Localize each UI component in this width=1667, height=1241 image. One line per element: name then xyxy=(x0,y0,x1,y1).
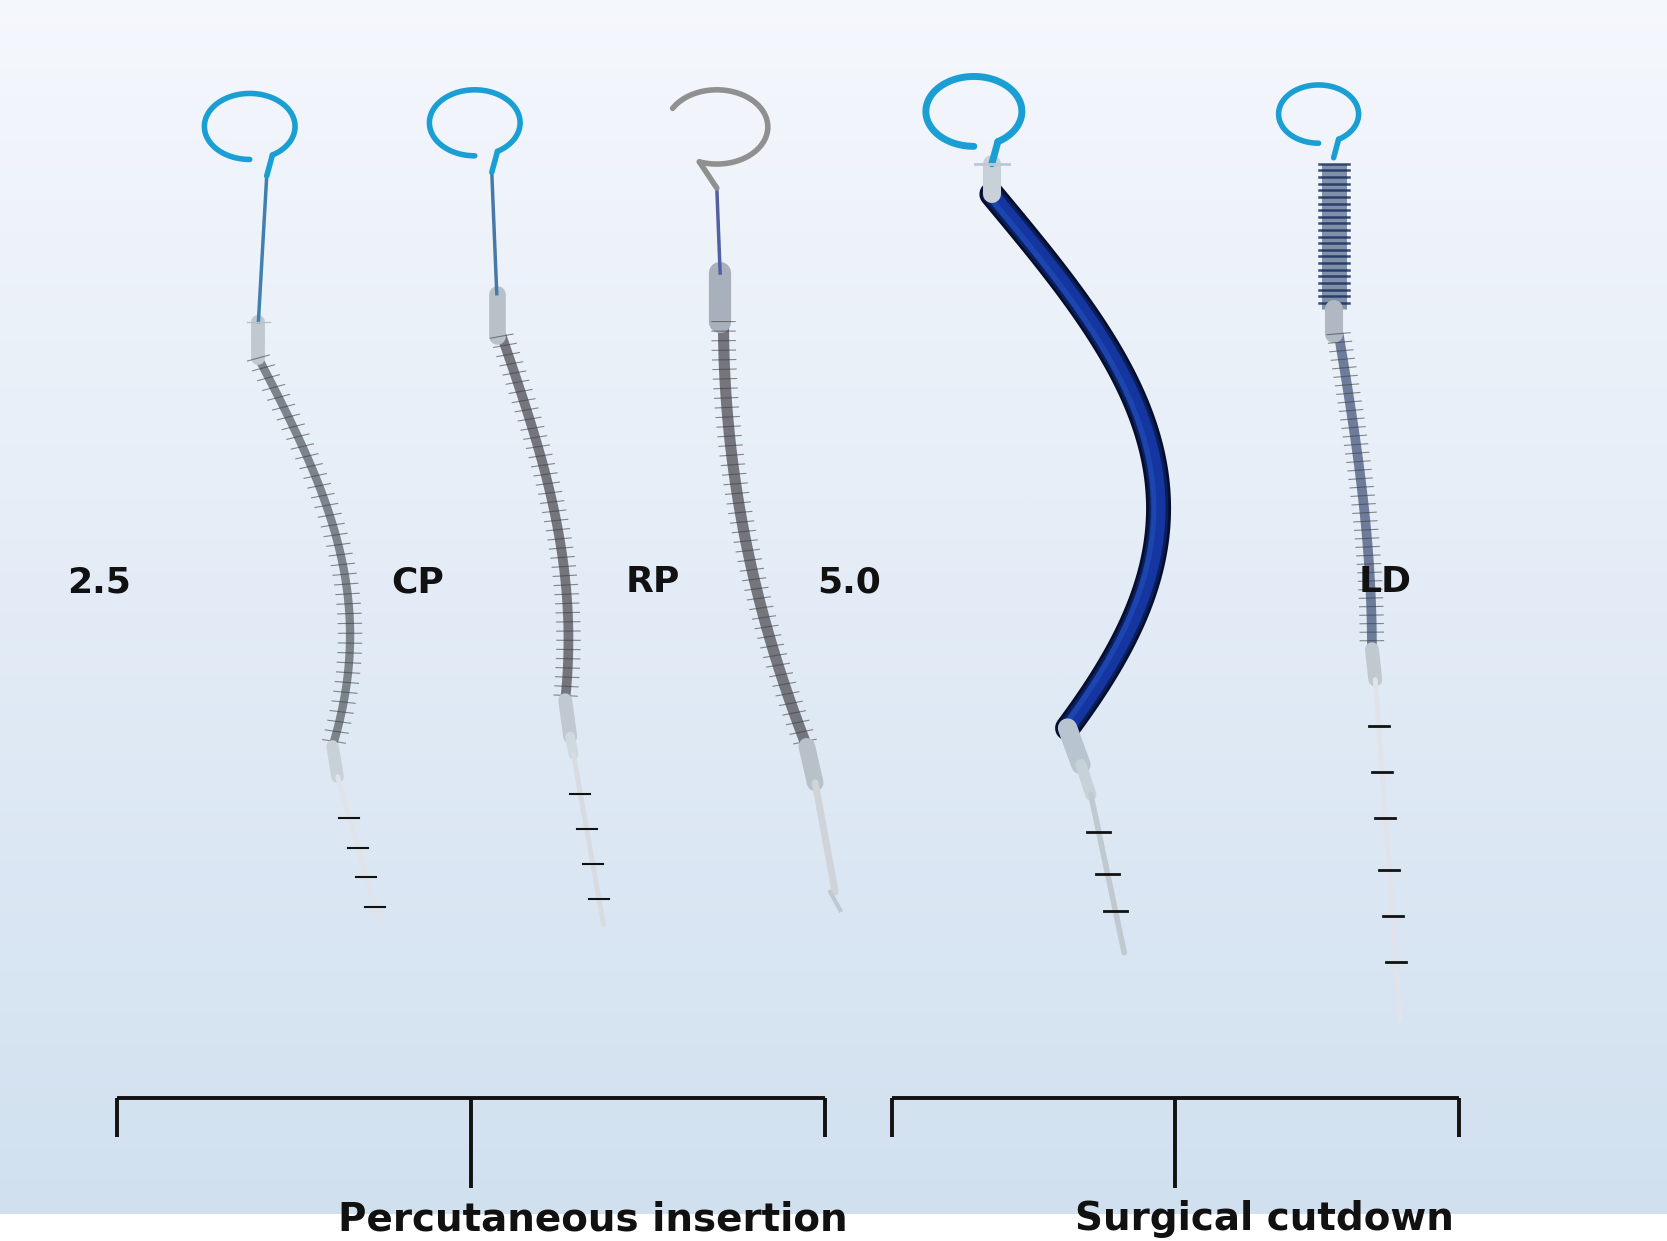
Text: LD: LD xyxy=(1359,566,1412,599)
Text: RP: RP xyxy=(625,566,680,599)
Text: CP: CP xyxy=(392,566,445,599)
Text: 2.5: 2.5 xyxy=(67,566,130,599)
Text: Percutaneous insertion: Percutaneous insertion xyxy=(337,1200,847,1239)
Text: 5.0: 5.0 xyxy=(817,566,880,599)
Text: Surgical cutdown: Surgical cutdown xyxy=(1075,1200,1454,1239)
